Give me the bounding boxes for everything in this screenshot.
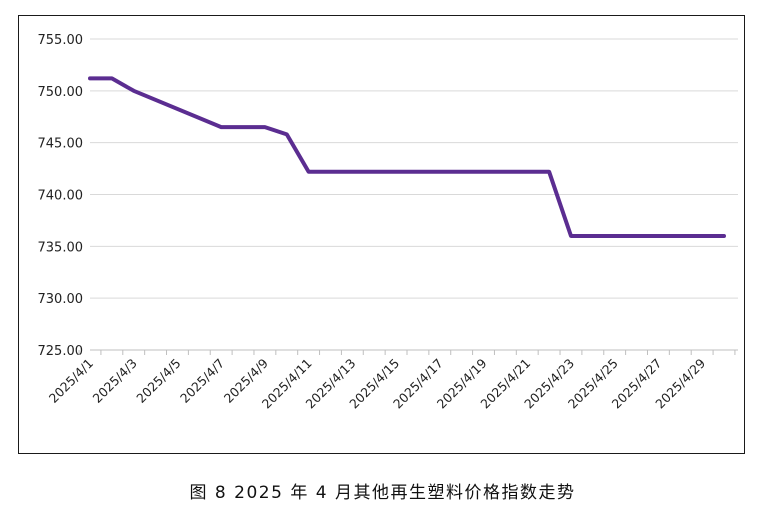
y-tick-label: 755.00 xyxy=(38,33,84,48)
x-tick-label: 2025/4/5 xyxy=(133,356,183,406)
y-tick-label: 740.00 xyxy=(38,189,84,204)
chart-frame: 725.00 730.00 735.00 740.00 745.00 750.00 755.… xyxy=(18,15,745,454)
y-tick-label: 745.00 xyxy=(38,137,84,152)
y-tick-label: 730.00 xyxy=(38,292,84,307)
y-tick-label: 725.00 xyxy=(38,344,84,359)
line-chart: 725.00 730.00 735.00 740.00 745.00 750.00 755.… xyxy=(38,33,738,411)
figure-caption: 图 8 2025 年 4 月其他再生塑料价格指数走势 xyxy=(189,483,576,503)
y-tick-label: 735.00 xyxy=(38,240,84,255)
series-line xyxy=(88,76,726,238)
x-tick-label: 2025/4/1 xyxy=(46,356,96,406)
x-tick-label: 2025/4/3 xyxy=(90,356,140,406)
y-tick-label: 750.00 xyxy=(38,85,84,100)
x-tick-label: 2025/4/7 xyxy=(177,356,227,406)
